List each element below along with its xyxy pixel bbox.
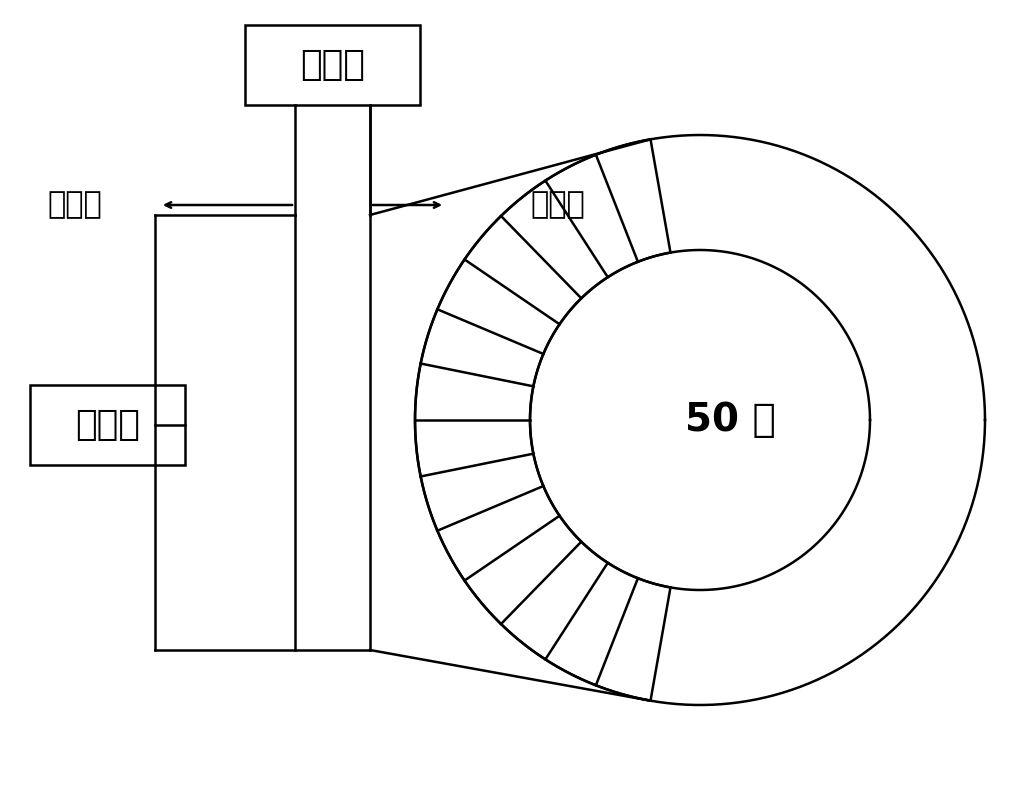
Text: 电流量: 电流量 <box>47 190 102 219</box>
Text: 电压量: 电压量 <box>530 190 585 219</box>
Text: 录波器: 录波器 <box>300 48 365 82</box>
Text: 50 匹: 50 匹 <box>685 401 776 439</box>
Bar <box>245 25 420 105</box>
Text: 信号源: 信号源 <box>75 408 140 442</box>
Bar <box>30 385 185 465</box>
